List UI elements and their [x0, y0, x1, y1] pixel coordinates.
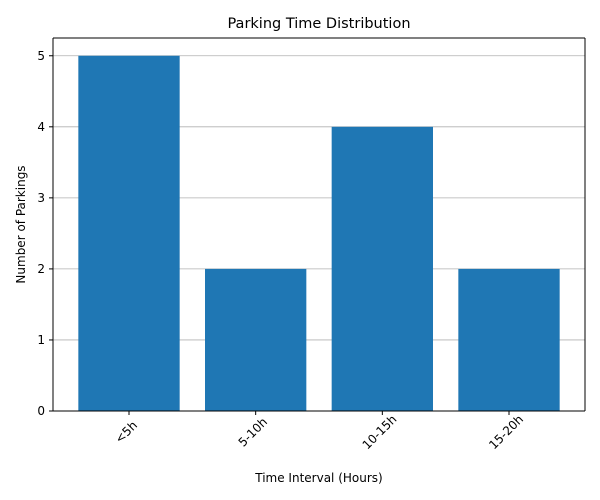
- y-tick-label-3: 3: [37, 191, 45, 205]
- axes: [52, 37, 586, 412]
- y-ticks: 0 1 2 3 4 5: [37, 49, 53, 418]
- bars: [78, 55, 560, 412]
- bar-3: [458, 268, 560, 411]
- bar-0: [78, 55, 180, 412]
- y-tick-label-5: 5: [37, 49, 45, 63]
- bar-2: [331, 126, 433, 412]
- y-tick-label-2: 2: [37, 262, 45, 276]
- y-axis-label: Number of Parkings: [14, 165, 28, 283]
- chart-title: Parking Time Distribution: [227, 16, 410, 32]
- y-tick-label-0: 0: [37, 404, 45, 418]
- y-tick-label-4: 4: [37, 120, 45, 134]
- x-axis-label: Time Interval (Hours): [254, 471, 382, 485]
- y-tick-label-1: 1: [37, 333, 45, 347]
- bar-1: [205, 268, 307, 411]
